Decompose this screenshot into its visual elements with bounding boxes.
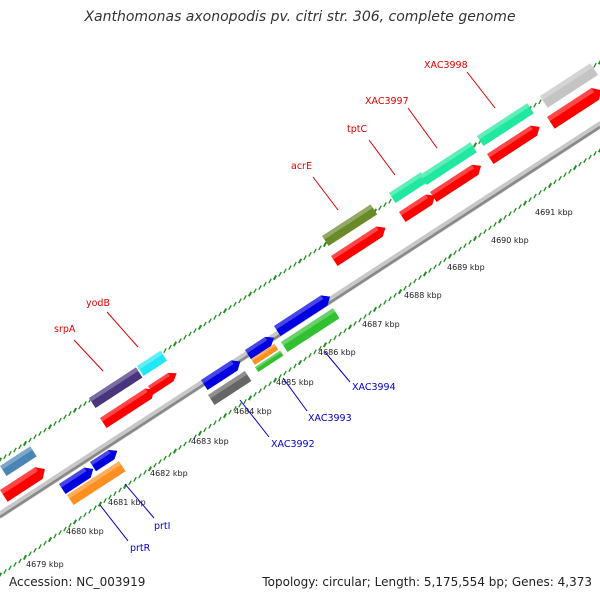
feature-XAC3994-blue[interactable] [274, 295, 331, 337]
feature-cds-tptC[interactable] [399, 194, 435, 223]
leader-line [239, 399, 270, 438]
bottom-dot-track [0, 147, 600, 578]
tick-label: 4690 kbp [491, 236, 529, 245]
gene-label-top[interactable]: acrE [291, 161, 312, 172]
gene-label-top[interactable]: XAC3997 [365, 96, 409, 107]
gene-label-top[interactable]: srpA [54, 324, 76, 335]
feature-cds-srpA[interactable] [100, 388, 155, 429]
gene-label-bottom[interactable]: XAC3994 [352, 382, 396, 393]
feature-XAC3993-blue[interactable] [245, 336, 274, 360]
tick-label: 4687 kbp [362, 320, 400, 329]
feature-XAC3994-green[interactable] [281, 308, 340, 353]
accession-text: Accession: NC_003919 [9, 575, 146, 589]
leader-line [282, 377, 308, 412]
leader-line [312, 176, 339, 211]
tick-label: 4681 kbp [108, 498, 146, 507]
feature-srpA[interactable] [89, 367, 143, 409]
leader-line [73, 339, 104, 372]
tick-label: 4684 kbp [234, 407, 272, 416]
label-layer: 4679 kbp 4680 kbp 4681 kbp 4682 kbp 4683 kbp… [26, 60, 573, 569]
tick-label: 4685 kbp [276, 378, 314, 387]
feature-yodB[interactable] [137, 350, 168, 377]
tick-label: 4688 kbp [404, 291, 442, 300]
feature-XAC3997[interactable] [420, 142, 477, 186]
genome-summary: Topology: circular; Length: 5,175,554 bp… [262, 575, 592, 589]
leader-line [106, 311, 139, 348]
tick-label: 4679 kbp [26, 560, 64, 569]
gene-label-bottom[interactable]: XAC3993 [308, 413, 352, 424]
feature-XAC3993-orange[interactable] [251, 343, 279, 365]
tick-label: 4689 kbp [447, 263, 485, 272]
feature-cds-right[interactable] [547, 88, 600, 129]
tick-label: 4683 kbp [191, 437, 229, 446]
leader-line [407, 107, 438, 149]
gene-label-top[interactable]: yodB [86, 298, 110, 309]
gene-label-bottom[interactable]: prtR [130, 543, 151, 554]
feature-acrE[interactable] [322, 204, 378, 247]
leader-line [466, 71, 496, 109]
feature-XAC3992-grey[interactable] [208, 370, 252, 406]
tick-label: 4691 kbp [535, 208, 573, 217]
feature-grey-right[interactable] [540, 63, 598, 108]
feature-tptC[interactable] [389, 172, 428, 204]
gene-label-bottom[interactable]: prtI [154, 521, 170, 532]
feature-prtI-blue[interactable] [90, 449, 118, 472]
tick-label: 4682 kbp [150, 469, 188, 478]
leader-line [124, 483, 155, 519]
feature-cds-left[interactable] [0, 467, 45, 502]
feature-XAC3998[interactable] [477, 103, 534, 147]
feature-cds-XAC3997[interactable] [430, 164, 482, 203]
feature-cds-acrE[interactable] [331, 226, 386, 267]
feature-gene-blue-left[interactable] [0, 446, 37, 477]
feature-orange-prt[interactable] [67, 461, 126, 506]
feature-XAC3992-blue[interactable] [201, 360, 241, 391]
feature-XAC3993-green[interactable] [255, 350, 284, 373]
leader-line [99, 504, 129, 542]
feature-cds-XAC3998[interactable] [487, 125, 540, 165]
gene-label-bottom[interactable]: XAC3992 [271, 439, 315, 450]
tick-label: 4680 kbp [66, 527, 104, 536]
tick-label: 4686 kbp [318, 348, 356, 357]
feature-cds-yodB[interactable] [148, 372, 177, 395]
map-title: Xanthomonas axonopodis pv. citri str. 30… [84, 9, 516, 25]
gene-label-top[interactable]: XAC3998 [424, 60, 468, 71]
leader-line [324, 351, 351, 383]
feature-layer[interactable] [0, 63, 600, 506]
gene-label-top[interactable]: tptC [347, 124, 367, 135]
leader-line [368, 139, 396, 176]
feature-prtR-blue[interactable] [59, 467, 94, 495]
